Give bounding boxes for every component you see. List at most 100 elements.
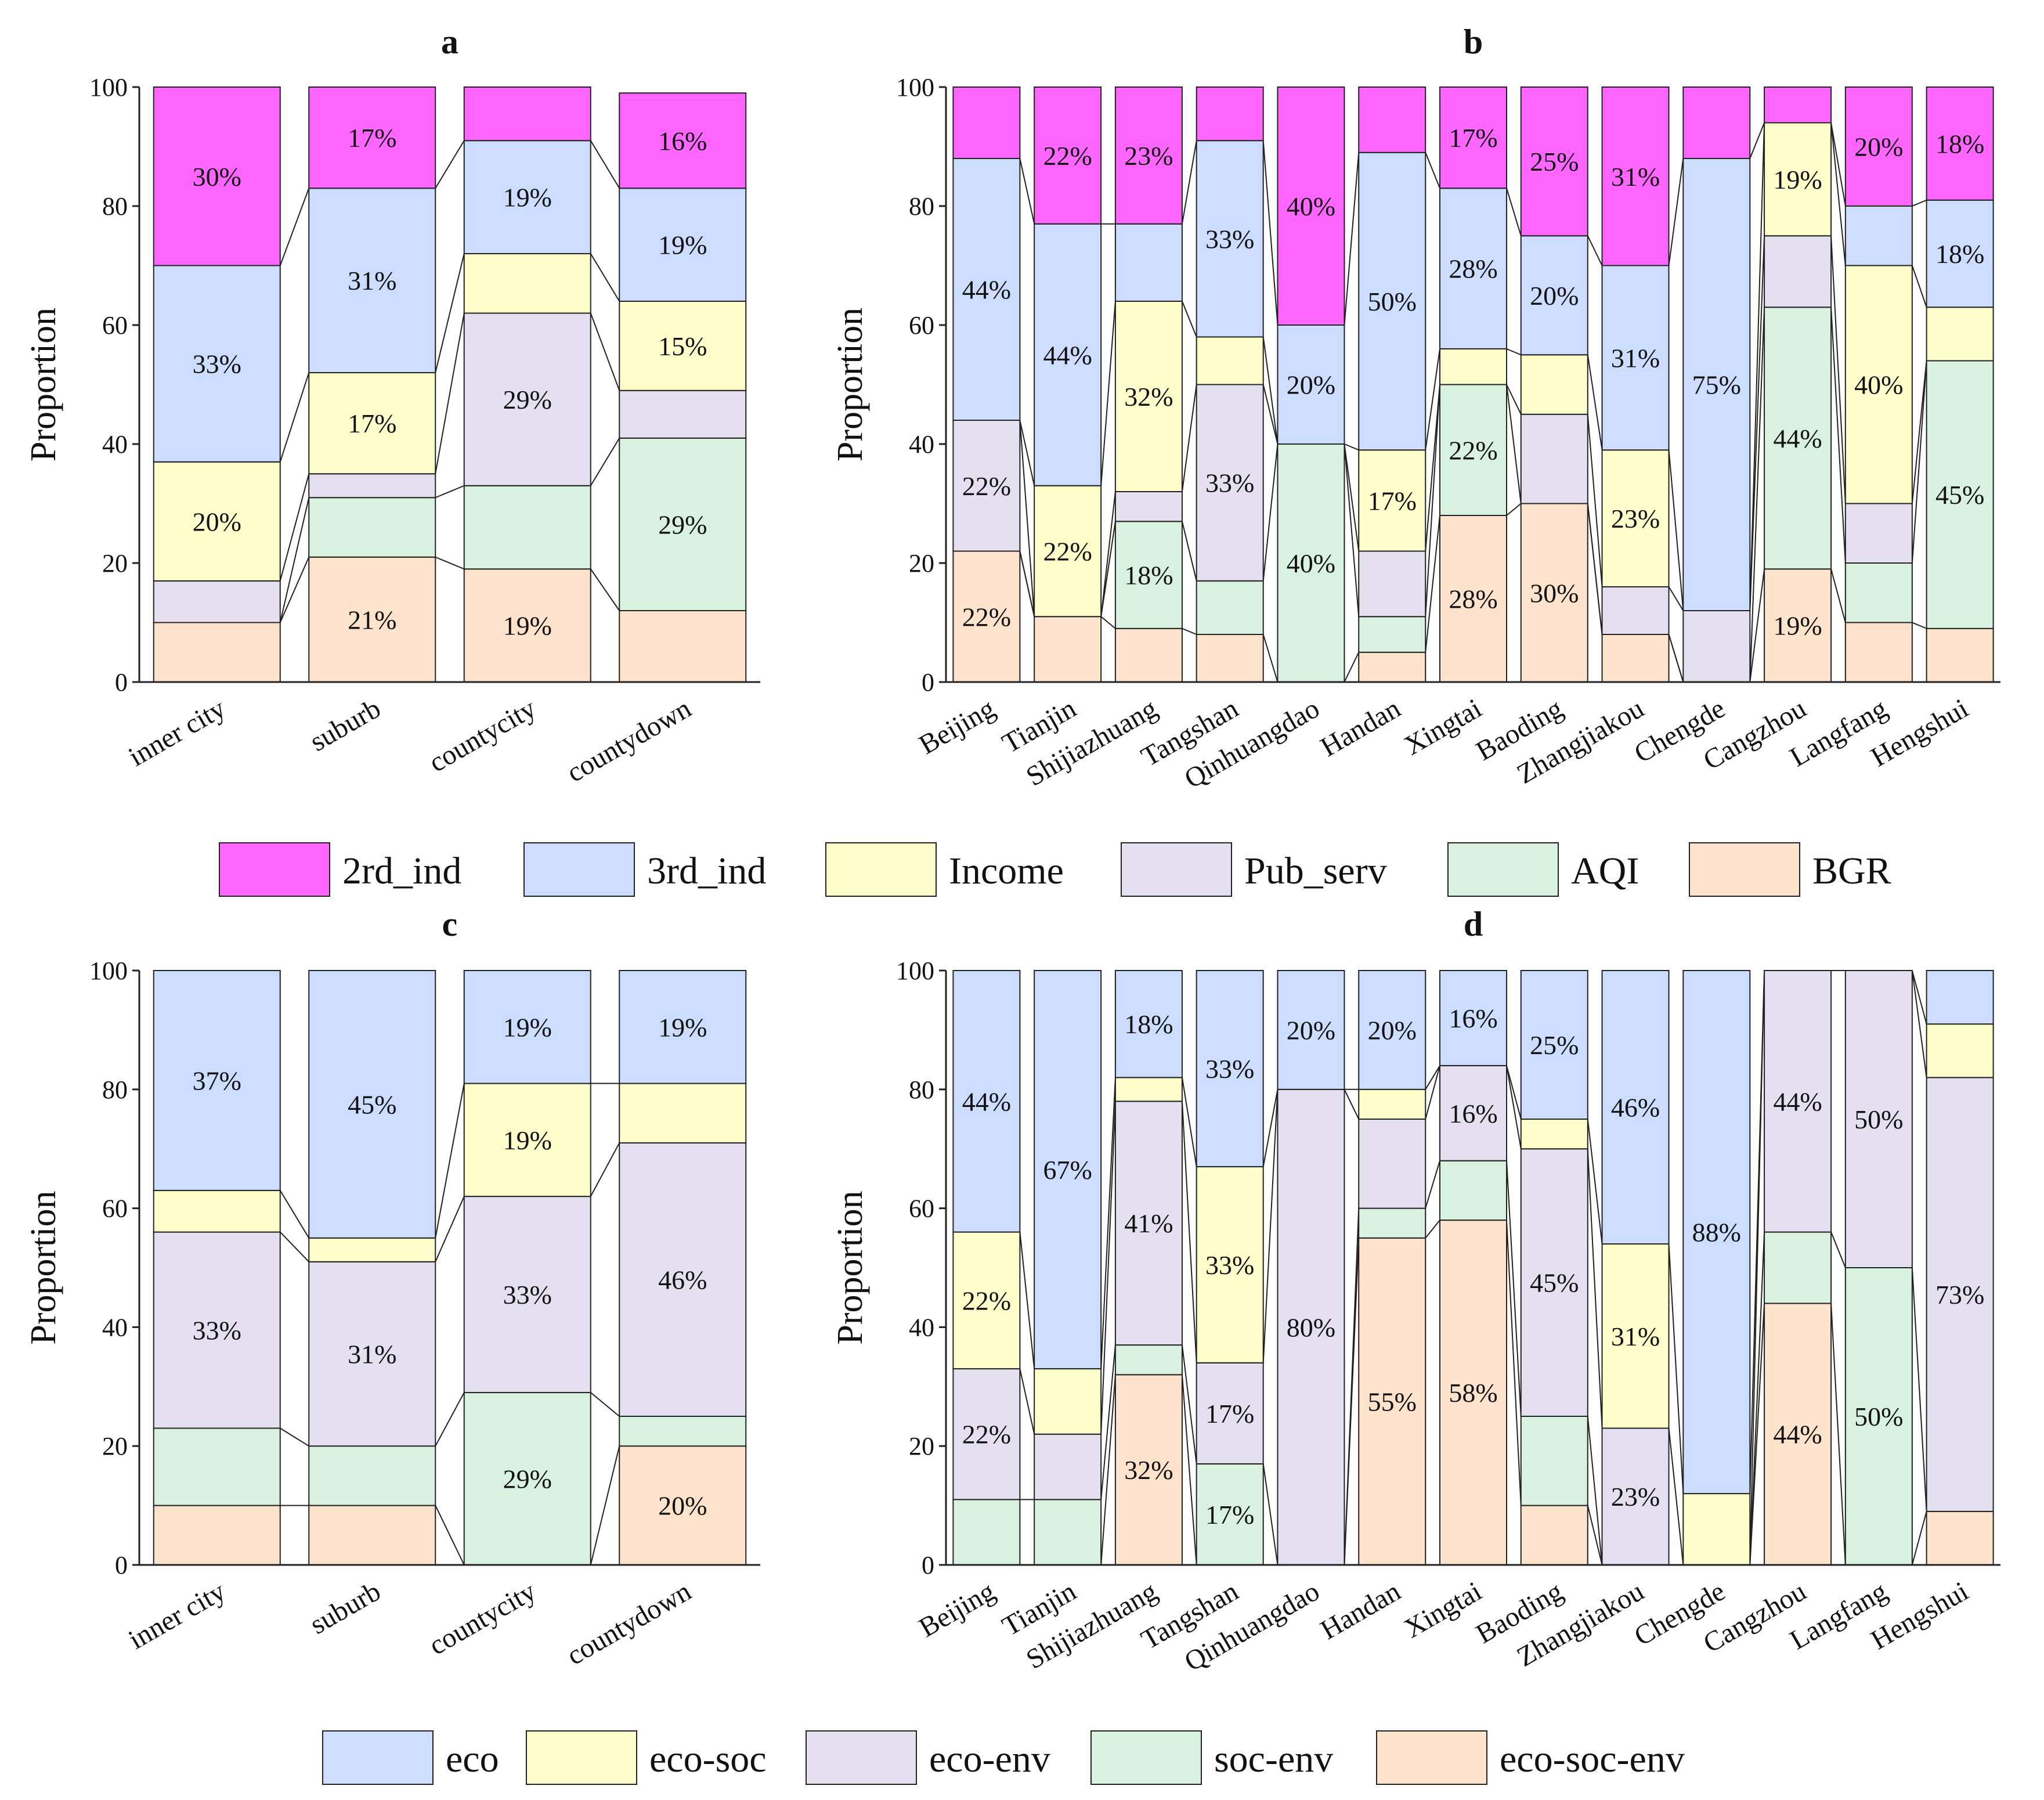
- bar-segment-bgr-zhangjiakou[interactable]: [1601, 634, 1670, 683]
- bar-segment-2rd-ind-xingtai[interactable]: [1439, 86, 1507, 189]
- bar-segment-pub-serv-baoding[interactable]: [1520, 413, 1588, 504]
- bar-segment-eco-env-hengshui[interactable]: [1926, 1077, 1994, 1512]
- bar-segment-bgr-countycity[interactable]: [463, 568, 591, 683]
- bar-segment-3rd-ind-langfang[interactable]: [1844, 205, 1913, 266]
- bar-segment-eco-soc-env-hengshui[interactable]: [1926, 1510, 1994, 1566]
- bar-segment-eco-env-baoding[interactable]: [1520, 1148, 1588, 1417]
- bar-segment-aqi-countycity[interactable]: [463, 485, 591, 570]
- bar-segment-pub-serv-langfang[interactable]: [1844, 503, 1913, 564]
- bar-segment-3rd-ind-chengde[interactable]: [1682, 158, 1751, 611]
- bar-segment-soc-env-cangzhou[interactable]: [1764, 1231, 1832, 1304]
- bar-segment-soc-env-tianjin[interactable]: [1034, 1499, 1102, 1566]
- bar-segment-2rd-ind-baoding[interactable]: [1520, 86, 1588, 237]
- bar-segment-eco-soc-tianjin[interactable]: [1034, 1368, 1102, 1435]
- bar-segment-eco-soc-env-cangzhou[interactable]: [1764, 1303, 1832, 1565]
- bar-segment-2rd-ind-shijiazhuang[interactable]: [1114, 86, 1183, 225]
- bar-segment-soc-env-xingtai[interactable]: [1439, 1160, 1507, 1221]
- bar-segment-eco-env-langfang[interactable]: [1844, 970, 1913, 1268]
- bar-segment-2rd-ind-chengde[interactable]: [1682, 86, 1751, 159]
- bar-segment-3rd-ind-baoding[interactable]: [1520, 235, 1588, 356]
- bar-segment-3rd-ind-tangshan[interactable]: [1196, 140, 1264, 338]
- bar-segment-bgr-baoding[interactable]: [1520, 503, 1588, 683]
- bar-segment-2rd-ind-cangzhou[interactable]: [1764, 86, 1832, 124]
- bar-segment-soc-env-countycity[interactable]: [463, 1392, 591, 1566]
- bar-segment-eco-env-tangshan[interactable]: [1196, 1362, 1264, 1464]
- bar-segment-eco-env-tianjin[interactable]: [1034, 1433, 1102, 1500]
- bar-segment-eco-env-shijiazhuang[interactable]: [1114, 1101, 1183, 1346]
- bar-segment-bgr-xingtai[interactable]: [1439, 515, 1507, 683]
- bar-segment-eco-env-suburb[interactable]: [308, 1261, 436, 1447]
- bar-segment-bgr-countydown[interactable]: [619, 610, 747, 683]
- bar-segment-bgr-inner-city[interactable]: [153, 622, 281, 683]
- bar-segment-soc-env-langfang[interactable]: [1844, 1267, 1913, 1565]
- bar-segment-bgr-suburb[interactable]: [308, 556, 436, 683]
- bar-segment-aqi-suburb[interactable]: [308, 497, 436, 558]
- bar-segment-income-baoding[interactable]: [1520, 354, 1588, 415]
- bar-segment-eco-chengde[interactable]: [1682, 970, 1751, 1495]
- bar-segment-aqi-langfang[interactable]: [1844, 562, 1913, 623]
- bar-segment-eco-soc-inner-city[interactable]: [153, 1189, 281, 1233]
- bar-segment-eco-baoding[interactable]: [1520, 970, 1588, 1120]
- bar-segment-aqi-countydown[interactable]: [619, 437, 747, 611]
- bar-segment-income-suburb[interactable]: [308, 372, 436, 475]
- bar-segment-eco-env-zhangjiakou[interactable]: [1601, 1427, 1670, 1565]
- legend-item-eco-soc[interactable]: eco-soc: [526, 1730, 767, 1785]
- bar-segment-eco-suburb[interactable]: [308, 970, 436, 1239]
- bar-segment-income-handan[interactable]: [1358, 449, 1427, 552]
- bar-segment-soc-env-suburb[interactable]: [308, 1445, 436, 1506]
- bar-segment-aqi-shijiazhuang[interactable]: [1114, 521, 1183, 629]
- legend-item-bgr[interactable]: BGR: [1689, 842, 1891, 897]
- bar-segment-3rd-ind-suburb[interactable]: [308, 187, 436, 373]
- bar-segment-2rd-ind-hengshui[interactable]: [1926, 86, 1994, 201]
- bar-segment-eco-tangshan[interactable]: [1196, 970, 1264, 1167]
- legend-item-eco[interactable]: eco: [322, 1730, 499, 1785]
- bar-segment-eco-soc-env-countydown[interactable]: [619, 1445, 747, 1565]
- bar-segment-3rd-ind-beijing[interactable]: [952, 158, 1021, 421]
- bar-segment-pub-serv-cangzhou[interactable]: [1764, 235, 1832, 308]
- bar-segment-eco-soc-tangshan[interactable]: [1196, 1166, 1264, 1363]
- legend-item-2rd-ind[interactable]: 2rd_ind: [219, 842, 461, 897]
- bar-segment-aqi-handan[interactable]: [1358, 616, 1427, 653]
- bar-segment-eco-soc-countydown[interactable]: [619, 1083, 747, 1144]
- bar-segment-pub-serv-suburb[interactable]: [308, 473, 436, 499]
- bar-segment-eco-handan[interactable]: [1358, 970, 1427, 1090]
- legend-item-soc-env[interactable]: soc-env: [1090, 1730, 1333, 1785]
- bar-segment-income-hengshui[interactable]: [1926, 306, 1994, 362]
- bar-segment-income-xingtai[interactable]: [1439, 348, 1507, 385]
- bar-segment-2rd-ind-beijing[interactable]: [952, 86, 1021, 159]
- bar-segment-2rd-ind-langfang[interactable]: [1844, 86, 1913, 207]
- bar-segment-eco-env-countydown[interactable]: [619, 1142, 747, 1417]
- bar-segment-bgr-tianjin[interactable]: [1034, 616, 1102, 683]
- bar-segment-eco-xingtai[interactable]: [1439, 970, 1507, 1066]
- bar-segment-3rd-ind-handan[interactable]: [1358, 151, 1427, 451]
- bar-segment-aqi-tangshan[interactable]: [1196, 580, 1264, 635]
- bar-segment-eco-soc-shijiazhuang[interactable]: [1114, 1077, 1183, 1102]
- bar-segment-eco-soc-beijing[interactable]: [952, 1231, 1021, 1370]
- bar-segment-eco-qinhuangdao[interactable]: [1277, 970, 1345, 1090]
- bar-segment-eco-env-beijing[interactable]: [952, 1368, 1021, 1500]
- bar-segment-3rd-ind-hengshui[interactable]: [1926, 199, 1994, 308]
- bar-segment-3rd-ind-inner-city[interactable]: [153, 265, 281, 463]
- bar-segment-eco-soc-env-baoding[interactable]: [1520, 1505, 1588, 1566]
- bar-segment-income-tangshan[interactable]: [1196, 336, 1264, 385]
- bar-segment-eco-env-countycity[interactable]: [463, 1196, 591, 1394]
- bar-segment-bgr-tangshan[interactable]: [1196, 634, 1264, 683]
- legend-item-income[interactable]: Income: [825, 842, 1064, 897]
- bar-segment-3rd-ind-shijiazhuang[interactable]: [1114, 223, 1183, 302]
- bar-segment-2rd-ind-tangshan[interactable]: [1196, 86, 1264, 142]
- bar-segment-income-inner-city[interactable]: [153, 461, 281, 582]
- bar-segment-2rd-ind-suburb[interactable]: [308, 86, 436, 189]
- bar-segment-eco-shijiazhuang[interactable]: [1114, 970, 1183, 1078]
- bar-segment-income-cangzhou[interactable]: [1764, 122, 1832, 237]
- bar-segment-soc-env-beijing[interactable]: [952, 1499, 1021, 1566]
- bar-segment-eco-env-handan[interactable]: [1358, 1119, 1427, 1209]
- bar-segment-eco-env-inner-city[interactable]: [153, 1231, 281, 1429]
- bar-segment-3rd-ind-xingtai[interactable]: [1439, 187, 1507, 349]
- bar-segment-bgr-shijiazhuang[interactable]: [1114, 627, 1183, 683]
- bar-segment-2rd-ind-countycity[interactable]: [463, 86, 591, 142]
- bar-segment-3rd-ind-countycity[interactable]: [463, 140, 591, 254]
- bar-segment-soc-env-handan[interactable]: [1358, 1207, 1427, 1239]
- bar-segment-income-zhangjiakou[interactable]: [1601, 449, 1670, 587]
- bar-segment-eco-env-cangzhou[interactable]: [1764, 970, 1832, 1233]
- bar-segment-soc-env-baoding[interactable]: [1520, 1416, 1588, 1506]
